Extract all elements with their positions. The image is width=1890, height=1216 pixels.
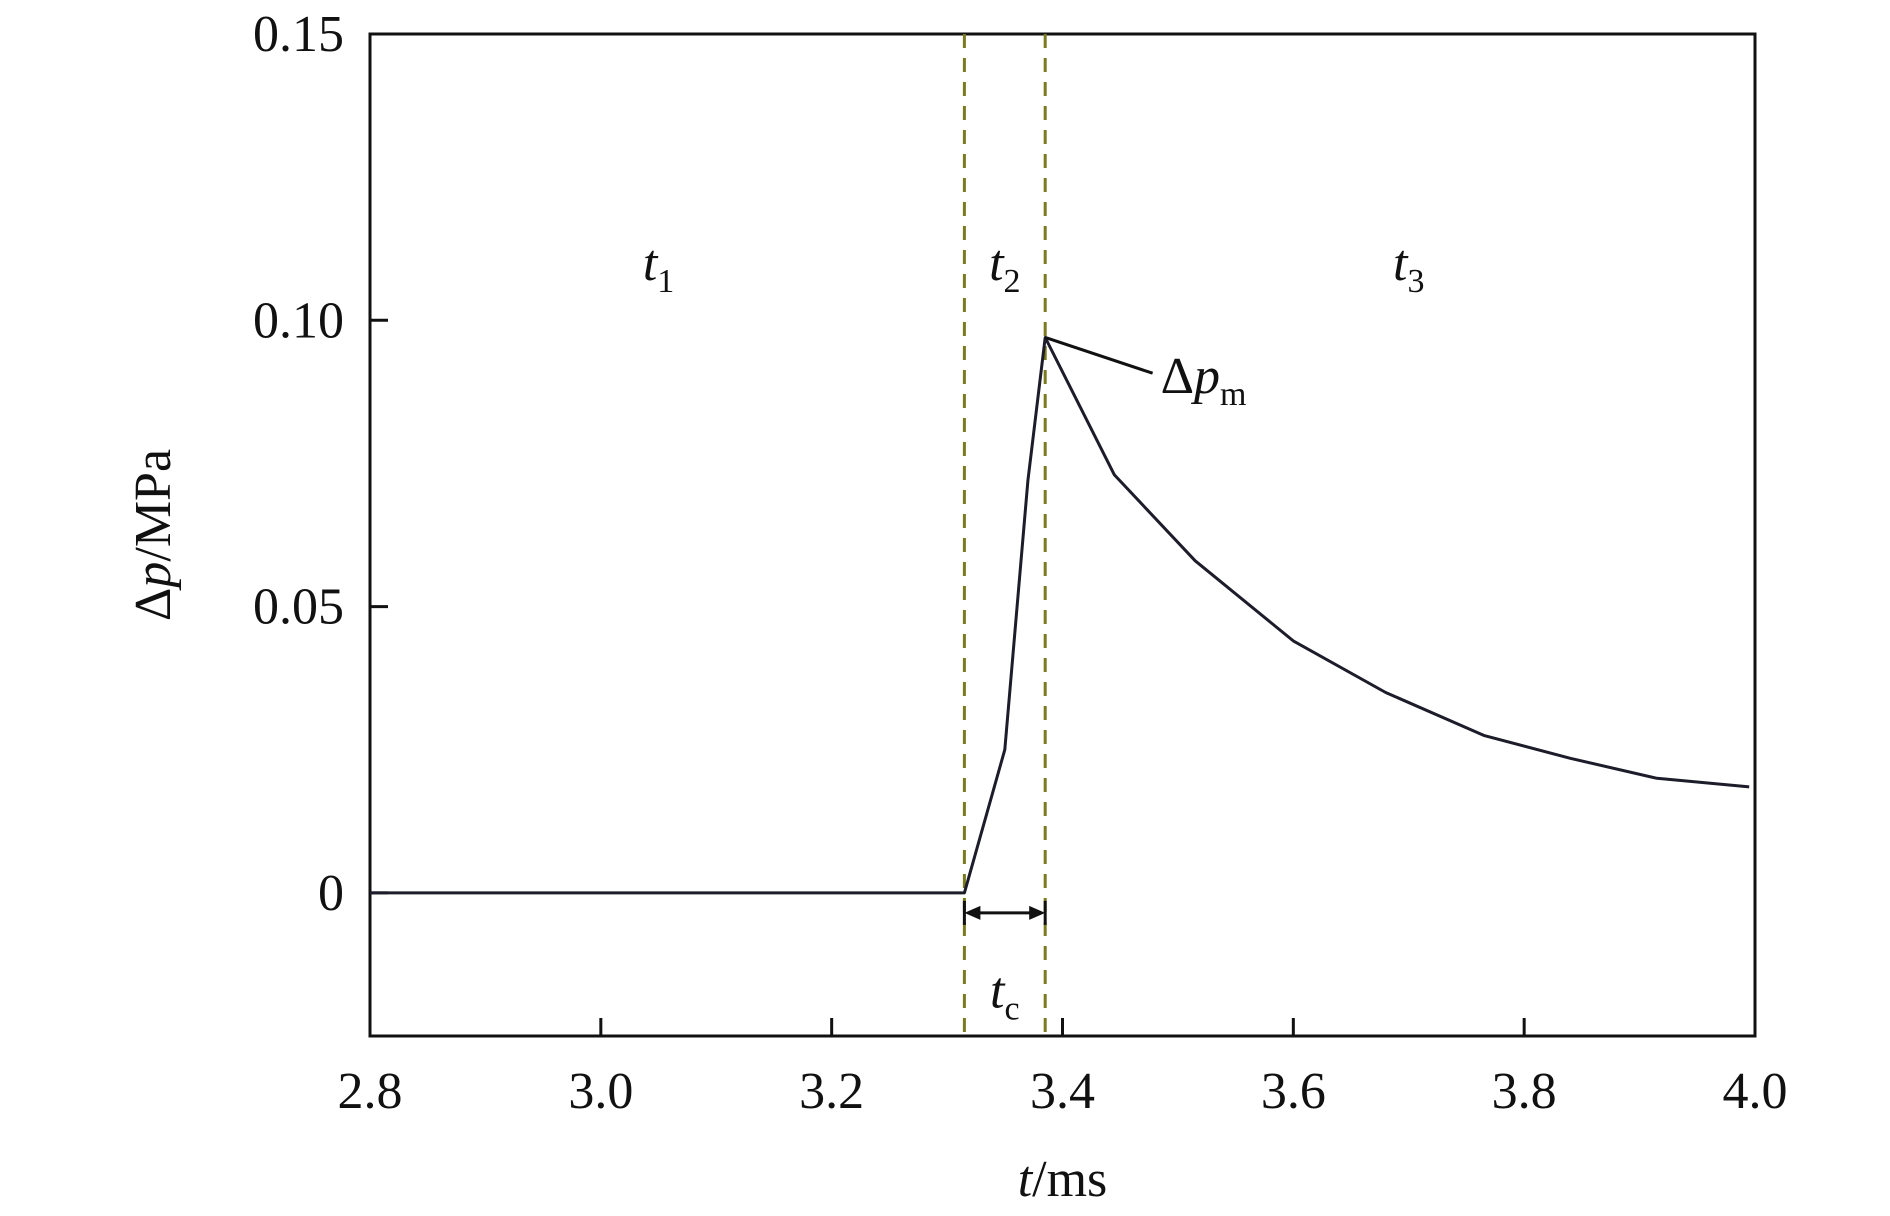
tc-label: tc — [990, 962, 1020, 1027]
peak-label-sub: m — [1220, 376, 1246, 413]
x-axis-label-var: t — [1018, 1151, 1034, 1208]
peak-label-var: p — [1190, 348, 1220, 405]
y-axis: 0 0.05 0.10 0.15 — [253, 6, 388, 922]
x-axis-label-unit: /ms — [1032, 1151, 1107, 1208]
y-axis-label-var: p — [125, 562, 182, 592]
tc-arrow-right — [1029, 905, 1046, 920]
x-tick-label: 3.8 — [1492, 1063, 1557, 1120]
x-tick-label: 3.4 — [1030, 1063, 1095, 1120]
axis-labels: t/ms Δp/MPa — [125, 449, 1107, 1208]
region-label-var: t — [1393, 235, 1409, 292]
plot-area — [368, 32, 1757, 1038]
pressure-curve — [370, 336, 1750, 895]
region-label-sub: 3 — [1407, 263, 1424, 300]
peak-label-prefix: Δ — [1161, 348, 1194, 405]
x-tick-label: 3.2 — [799, 1063, 864, 1120]
x-tick-label: 4.0 — [1723, 1063, 1788, 1120]
x-tick-label: 3.6 — [1261, 1063, 1326, 1120]
y-tick-label: 0.15 — [253, 6, 344, 63]
x-axis-label: t/ms — [1018, 1151, 1108, 1208]
x-tick-label: 2.8 — [338, 1063, 403, 1120]
peak-label: Δpm — [1161, 348, 1247, 413]
tc-label-sub: c — [1004, 990, 1019, 1027]
y-axis-label-unit: /MPa — [125, 449, 182, 562]
series-group — [370, 336, 1750, 895]
y-tick-label: 0 — [318, 865, 344, 922]
y-axis-label-prefix: Δ — [125, 588, 182, 621]
tc-label-var: t — [990, 962, 1006, 1019]
region-label-t3: t3 — [1393, 235, 1424, 300]
region-label-t1: t1 — [643, 235, 674, 300]
region-label-var: t — [643, 235, 659, 292]
x-tick-label: 3.0 — [568, 1063, 633, 1120]
region-label-var: t — [989, 235, 1005, 292]
region-divider-lines — [962, 34, 1047, 1036]
peak-leader-line — [1044, 336, 1154, 375]
y-axis-label: Δp/MPa — [125, 449, 182, 621]
region-label-sub: 2 — [1004, 263, 1021, 300]
y-tick-label: 0.10 — [253, 292, 344, 349]
tc-arrow-left — [964, 905, 981, 920]
x-axis: 2.8 3.0 3.2 3.4 3.6 3.8 4.0 — [338, 1018, 1788, 1120]
plot-frame — [368, 32, 1757, 1038]
y-tick-label: 0.05 — [253, 579, 344, 636]
region-label-sub: 1 — [657, 263, 674, 300]
region-label-t2: t2 — [989, 235, 1020, 300]
